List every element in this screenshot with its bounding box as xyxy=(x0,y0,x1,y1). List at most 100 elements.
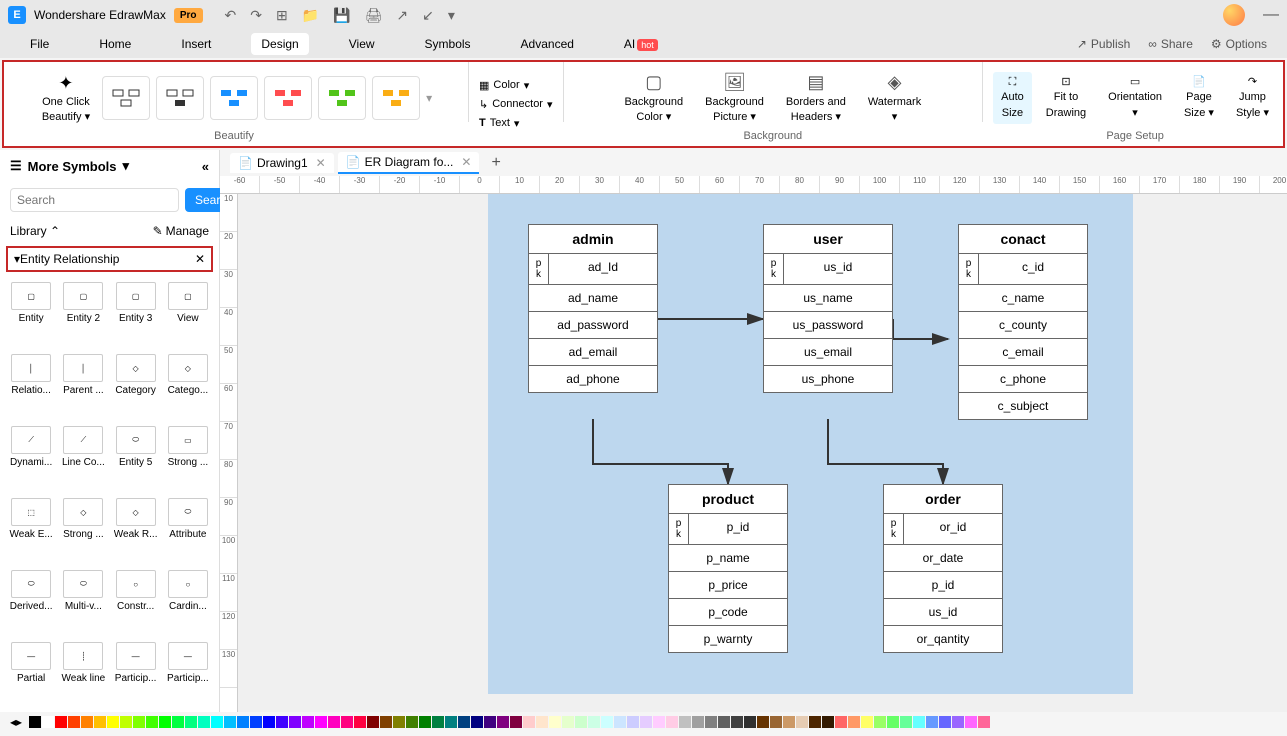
color-swatch[interactable] xyxy=(354,716,366,728)
shape-item[interactable]: ▢Entity 3 xyxy=(113,282,159,344)
shape-item[interactable]: │Relatio... xyxy=(8,354,54,416)
beautify-style-3[interactable] xyxy=(210,76,258,120)
shape-item[interactable]: ◇Catego... xyxy=(165,354,211,416)
color-swatch[interactable] xyxy=(575,716,587,728)
color-swatch[interactable] xyxy=(458,716,470,728)
color-swatch[interactable] xyxy=(835,716,847,728)
publish-button[interactable]: ↗ Publish xyxy=(1077,37,1130,51)
shape-item[interactable]: ▢View xyxy=(165,282,211,344)
color-swatch[interactable] xyxy=(198,716,210,728)
shape-item[interactable]: ◇Strong ... xyxy=(60,498,106,560)
color-swatch[interactable] xyxy=(146,716,158,728)
shape-item[interactable]: —Particip... xyxy=(165,642,211,704)
color-swatch[interactable] xyxy=(406,716,418,728)
color-swatch[interactable] xyxy=(133,716,145,728)
shape-item[interactable]: ▭Strong ... xyxy=(165,426,211,488)
shape-section-header[interactable]: ▾ Entity Relationship ✕ xyxy=(6,246,213,272)
beautify-style-5[interactable] xyxy=(318,76,366,120)
color-swatch[interactable] xyxy=(68,716,80,728)
color-swatch[interactable] xyxy=(796,716,808,728)
shape-item[interactable]: ⬚Weak E... xyxy=(8,498,54,560)
shape-item[interactable]: —Partial xyxy=(8,642,54,704)
palette-toggle-icon[interactable]: ◂▸ xyxy=(10,715,22,729)
print-icon[interactable]: 🖨 xyxy=(365,7,383,24)
color-swatch[interactable] xyxy=(29,716,41,728)
color-swatch[interactable] xyxy=(523,716,535,728)
color-swatch[interactable] xyxy=(81,716,93,728)
color-swatch[interactable] xyxy=(588,716,600,728)
shape-item[interactable]: ○Constr... xyxy=(113,570,159,632)
save-icon[interactable]: 💾 xyxy=(333,7,350,24)
text-dropdown[interactable]: T Text ▾ xyxy=(475,115,557,132)
auto-size-button[interactable]: ⛶AutoSize xyxy=(993,72,1032,124)
color-swatch[interactable] xyxy=(419,716,431,728)
color-swatch[interactable] xyxy=(237,716,249,728)
entity-conact[interactable]: conactpkc_idc_namec_countyc_emailc_phone… xyxy=(958,224,1088,420)
canvas[interactable]: adminpkad_Idad_namead_passwordad_emailad… xyxy=(238,194,1287,712)
color-swatch[interactable] xyxy=(640,716,652,728)
shape-item[interactable]: ◇Category xyxy=(113,354,159,416)
sidebar-dropdown-icon[interactable]: ▾ xyxy=(123,158,130,174)
color-swatch[interactable] xyxy=(653,716,665,728)
color-swatch[interactable] xyxy=(159,716,171,728)
color-swatch[interactable] xyxy=(42,716,54,728)
shape-item[interactable]: ⬭Entity 5 xyxy=(113,426,159,488)
color-swatch[interactable] xyxy=(55,716,67,728)
color-swatch[interactable] xyxy=(393,716,405,728)
diagram-page[interactable]: adminpkad_Idad_namead_passwordad_emailad… xyxy=(488,194,1133,694)
borders-headers-button[interactable]: ▤Borders andHeaders ▾ xyxy=(778,68,854,128)
menu-home[interactable]: Home xyxy=(89,33,141,55)
menu-advanced[interactable]: Advanced xyxy=(511,33,584,55)
color-swatch[interactable] xyxy=(731,716,743,728)
shape-item[interactable]: ○Cardin... xyxy=(165,570,211,632)
color-swatch[interactable] xyxy=(250,716,262,728)
search-input[interactable] xyxy=(10,188,179,212)
color-swatch[interactable] xyxy=(497,716,509,728)
connector-dropdown[interactable]: ↳ Connector ▾ xyxy=(475,96,557,113)
watermark-button[interactable]: ◈Watermark▾ xyxy=(860,68,929,128)
more-icon[interactable]: ▾ xyxy=(448,7,455,24)
color-swatch[interactable] xyxy=(302,716,314,728)
color-swatch[interactable] xyxy=(315,716,327,728)
tab[interactable]: 📄ER Diagram fo...✕ xyxy=(338,152,480,174)
entity-admin[interactable]: adminpkad_Idad_namead_passwordad_emailad… xyxy=(528,224,658,393)
color-swatch[interactable] xyxy=(484,716,496,728)
color-swatch[interactable] xyxy=(536,716,548,728)
background-color-button[interactable]: ▢BackgroundColor ▾ xyxy=(616,68,691,128)
color-swatch[interactable] xyxy=(848,716,860,728)
color-swatch[interactable] xyxy=(172,716,184,728)
color-swatch[interactable] xyxy=(562,716,574,728)
beautify-style-1[interactable] xyxy=(102,76,150,120)
color-swatch[interactable] xyxy=(263,716,275,728)
shape-item[interactable]: ◇Weak R... xyxy=(113,498,159,560)
tab[interactable]: 📄Drawing1✕ xyxy=(230,153,334,173)
one-click-beautify-button[interactable]: ✦ One Click Beautify ▾ xyxy=(36,69,96,127)
shape-item[interactable]: ⟋Line Co... xyxy=(60,426,106,488)
close-tab-icon[interactable]: ✕ xyxy=(316,156,326,170)
user-avatar[interactable] xyxy=(1223,4,1245,26)
color-swatch[interactable] xyxy=(939,716,951,728)
shape-item[interactable]: ▢Entity 2 xyxy=(60,282,106,344)
color-swatch[interactable] xyxy=(809,716,821,728)
color-swatch[interactable] xyxy=(913,716,925,728)
color-swatch[interactable] xyxy=(978,716,990,728)
library-label[interactable]: Library ⌃ xyxy=(10,224,60,238)
entity-product[interactable]: productpkp_idp_namep_pricep_codep_warnty xyxy=(668,484,788,653)
color-swatch[interactable] xyxy=(874,716,886,728)
color-swatch[interactable] xyxy=(445,716,457,728)
color-swatch[interactable] xyxy=(965,716,977,728)
color-swatch[interactable] xyxy=(757,716,769,728)
manage-button[interactable]: ✎ Manage xyxy=(153,224,209,238)
menu-view[interactable]: View xyxy=(339,33,385,55)
color-swatch[interactable] xyxy=(900,716,912,728)
share-button[interactable]: ∞ Share xyxy=(1148,37,1193,51)
shape-item[interactable]: │Parent ... xyxy=(60,354,106,416)
color-swatch[interactable] xyxy=(887,716,899,728)
color-swatch[interactable] xyxy=(94,716,106,728)
color-swatch[interactable] xyxy=(549,716,561,728)
redo-icon[interactable]: ↷ xyxy=(250,7,262,24)
background-picture-button[interactable]: 🖼BackgroundPicture ▾ xyxy=(697,68,772,128)
export-icon[interactable]: ↗ xyxy=(396,7,408,24)
menu-design[interactable]: Design xyxy=(251,33,308,55)
collapse-icon[interactable]: « xyxy=(202,159,209,174)
